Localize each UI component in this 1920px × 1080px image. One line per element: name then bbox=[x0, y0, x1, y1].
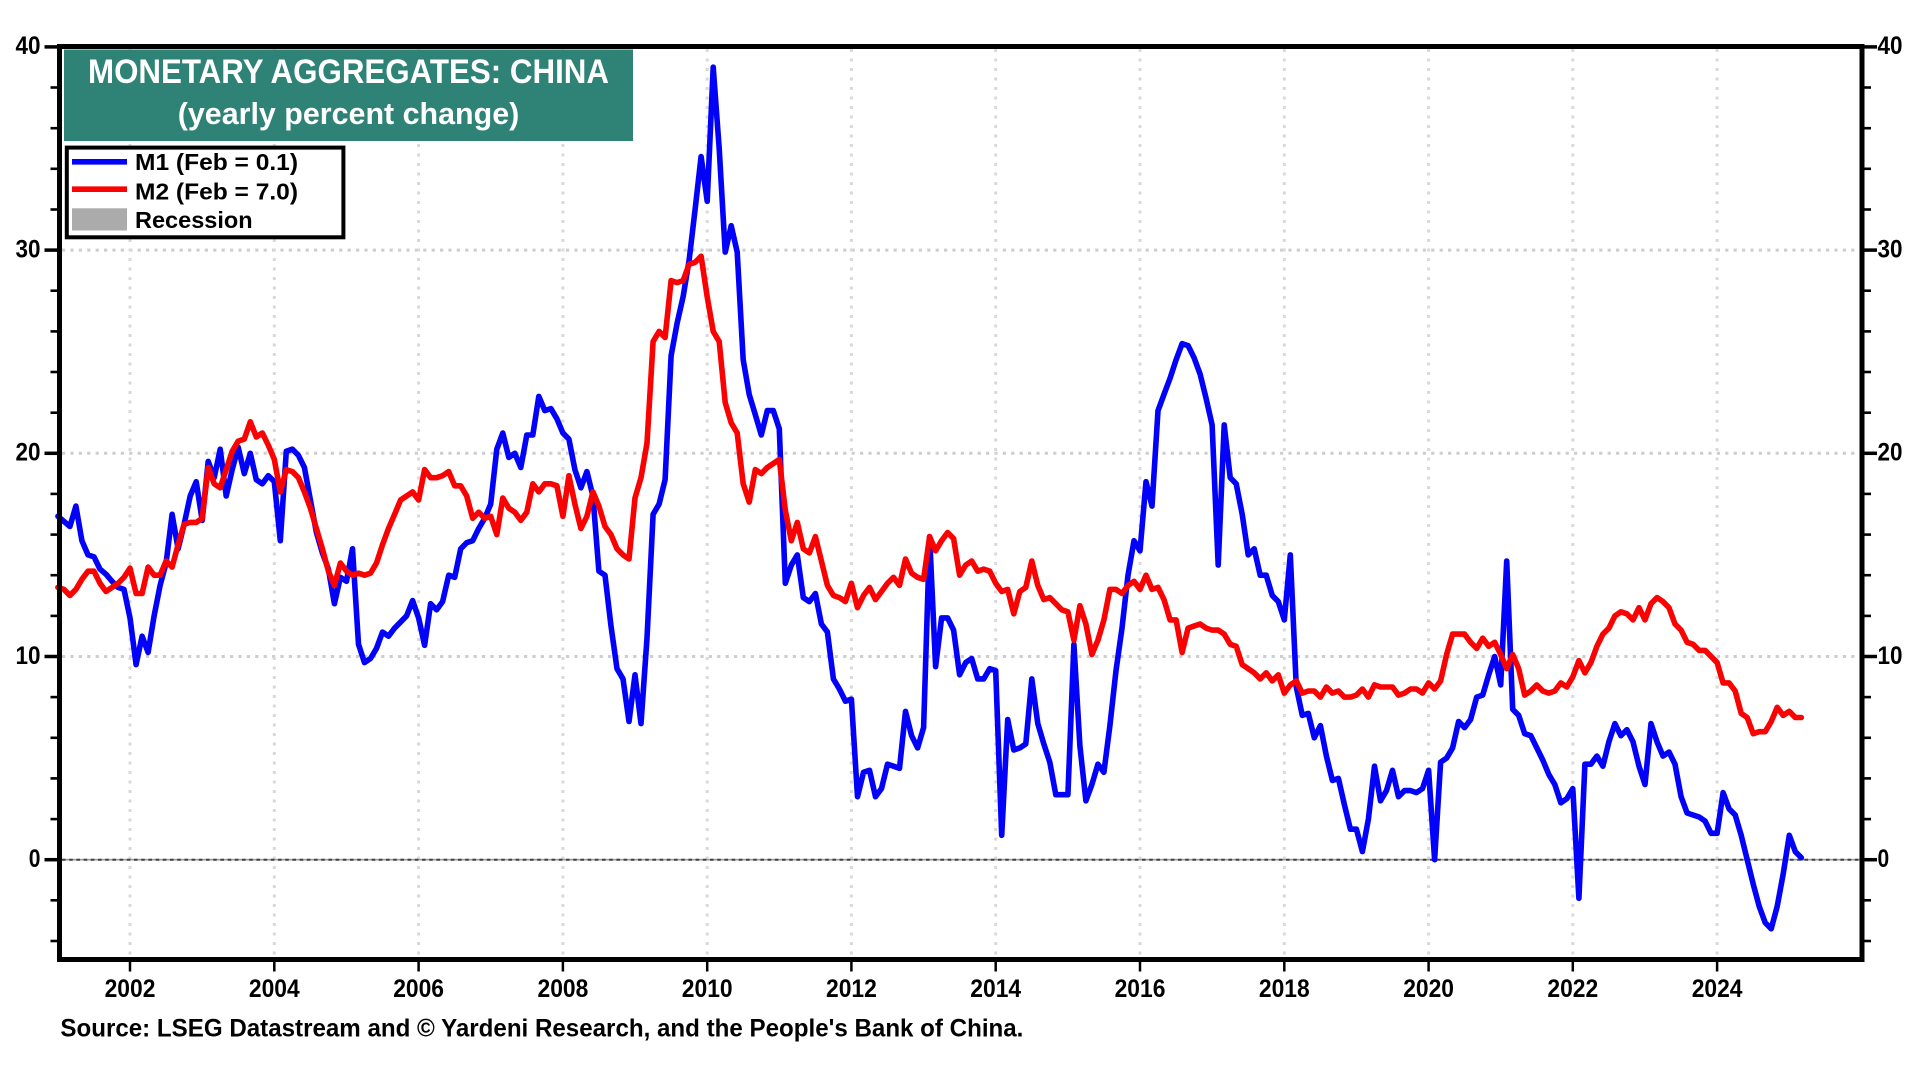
svg-text:Recession: Recession bbox=[135, 207, 253, 233]
svg-text:2016: 2016 bbox=[1115, 975, 1166, 1003]
svg-text:M1 (Feb = 0.1): M1 (Feb = 0.1) bbox=[135, 149, 298, 175]
svg-text:10: 10 bbox=[16, 642, 41, 670]
svg-text:M2 (Feb = 7.0): M2 (Feb = 7.0) bbox=[135, 179, 298, 205]
svg-text:20: 20 bbox=[16, 439, 41, 467]
svg-text:2012: 2012 bbox=[826, 975, 877, 1003]
svg-text:0: 0 bbox=[29, 845, 41, 873]
svg-text:30: 30 bbox=[1878, 235, 1903, 263]
svg-text:2006: 2006 bbox=[393, 975, 444, 1003]
svg-text:2024: 2024 bbox=[1692, 975, 1743, 1003]
svg-text:0: 0 bbox=[1878, 845, 1890, 873]
svg-text:Source: LSEG Datastream and ©: Source: LSEG Datastream and © Yardeni Re… bbox=[60, 1015, 1023, 1043]
svg-text:2020: 2020 bbox=[1403, 975, 1454, 1003]
svg-text:2022: 2022 bbox=[1547, 975, 1598, 1003]
svg-text:2014: 2014 bbox=[970, 975, 1021, 1003]
svg-text:2002: 2002 bbox=[105, 975, 156, 1003]
svg-text:40: 40 bbox=[16, 32, 41, 60]
svg-text:30: 30 bbox=[16, 235, 41, 263]
svg-text:2010: 2010 bbox=[682, 975, 733, 1003]
svg-text:40: 40 bbox=[1878, 32, 1903, 60]
svg-text:(yearly percent change): (yearly percent change) bbox=[178, 96, 520, 131]
svg-text:MONETARY AGGREGATES: CHINA: MONETARY AGGREGATES: CHINA bbox=[88, 53, 609, 91]
svg-text:2008: 2008 bbox=[538, 975, 589, 1003]
svg-text:20: 20 bbox=[1878, 439, 1903, 467]
svg-text:2018: 2018 bbox=[1259, 975, 1310, 1003]
svg-text:2004: 2004 bbox=[249, 975, 300, 1003]
svg-text:10: 10 bbox=[1878, 642, 1903, 670]
